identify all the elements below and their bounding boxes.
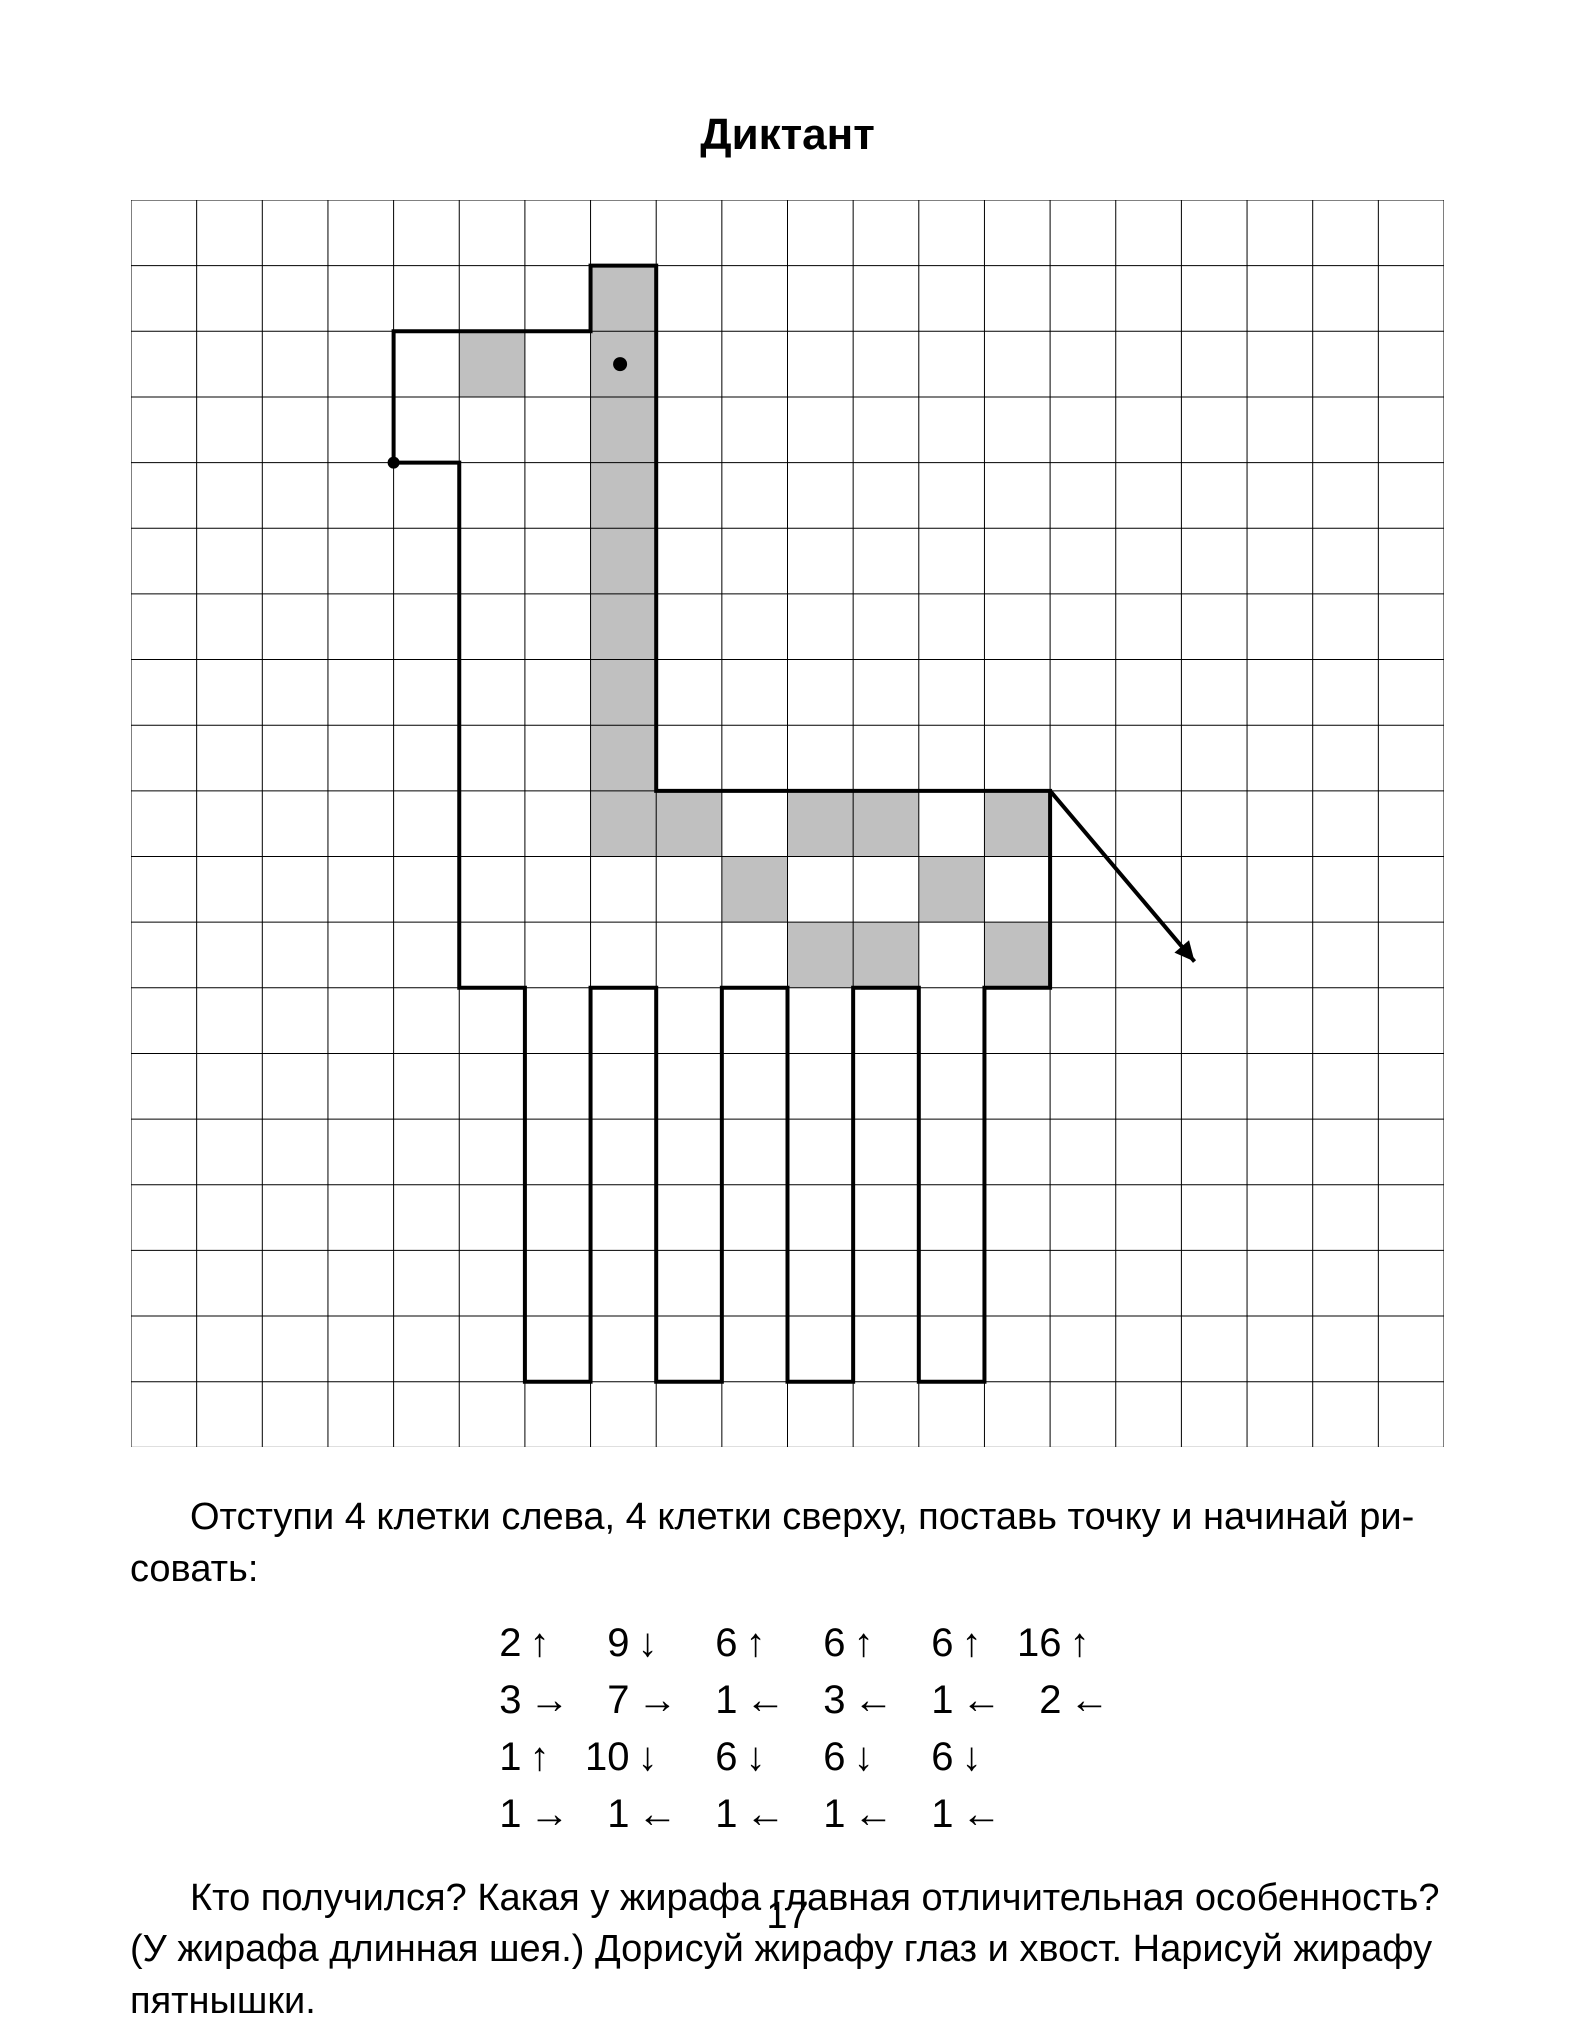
- step-cell: 6↓: [788, 1729, 896, 1786]
- intro-paragraph: Отступи 4 клетки слева, 4 клетки сверху,…: [130, 1492, 1445, 1595]
- step-cell: 1←: [896, 1786, 1004, 1843]
- direction-steps-table: 2↑9↓6↑6↑6↑16↑3→7→1←3←1←2←1↑10↓6↓6↓6↓ 1→1…: [464, 1615, 1112, 1843]
- step-cell: 1←: [680, 1672, 788, 1729]
- step-cell: 2←: [1004, 1672, 1112, 1729]
- steps-row: 3→7→1←3←1←2←: [464, 1672, 1112, 1729]
- step-cell: 7→: [572, 1672, 680, 1729]
- page-number: 17: [0, 1895, 1575, 1938]
- step-cell: 2↑: [464, 1615, 572, 1672]
- step-cell: 6↓: [680, 1729, 788, 1786]
- step-cell: 1←: [680, 1786, 788, 1843]
- steps-row: 2↑9↓6↑6↑6↑16↑: [464, 1615, 1112, 1672]
- grid-svg: [131, 200, 1444, 1447]
- step-cell: 1→: [464, 1786, 572, 1843]
- step-cell: 3→: [464, 1672, 572, 1729]
- grid-dictation-figure: [131, 200, 1444, 1452]
- step-cell: 6↑: [788, 1615, 896, 1672]
- step-cell: 9↓: [572, 1615, 680, 1672]
- step-cell: 6↓: [896, 1729, 1004, 1786]
- steps-row: 1↑10↓6↓6↓6↓: [464, 1729, 1112, 1786]
- step-cell: 16↑: [1004, 1615, 1112, 1672]
- step-cell: 6↑: [680, 1615, 788, 1672]
- step-cell: 1←: [788, 1786, 896, 1843]
- step-cell: [1004, 1729, 1112, 1786]
- step-cell: 1←: [572, 1786, 680, 1843]
- step-cell: 1↑: [464, 1729, 572, 1786]
- step-cell: 3←: [788, 1672, 896, 1729]
- step-cell: 6↑: [896, 1615, 1004, 1672]
- step-cell: 10↓: [572, 1729, 680, 1786]
- page-title: Диктант: [130, 110, 1445, 160]
- step-cell: 1←: [896, 1672, 1004, 1729]
- step-cell: [1004, 1786, 1112, 1843]
- worksheet-page: Диктант Отступи 4 клетки слева, 4 клетки…: [0, 0, 1575, 2008]
- steps-row: 1→1←1←1←1←: [464, 1786, 1112, 1843]
